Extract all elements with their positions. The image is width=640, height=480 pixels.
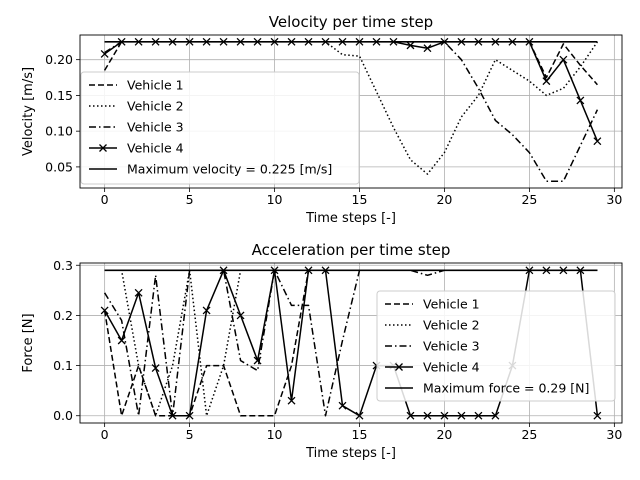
legend-label: Vehicle 2 (127, 99, 184, 114)
acceleration-chart: 0 5 10 15 20 25 30 0.0 0.1 0.2 0.3 Acceleration per… (21, 241, 623, 461)
x-tick-label: 0 (101, 192, 109, 207)
data-point-marker (593, 137, 602, 146)
data-point-marker (457, 411, 466, 420)
legend-marker (395, 363, 403, 371)
data-point-marker (542, 77, 551, 86)
legend-label: Maximum velocity = 0.225 [m/s] (127, 162, 332, 177)
legend-label: Vehicle 2 (423, 318, 480, 333)
x-tick-label: 5 (186, 192, 194, 207)
x-tick-label: 10 (267, 427, 283, 442)
x-tick-label: 30 (606, 192, 622, 207)
y-axis-label: Force [N] (21, 313, 36, 372)
data-point-marker (185, 411, 194, 420)
data-point-marker (117, 336, 126, 345)
y-tick-label: 0.0 (53, 408, 73, 423)
x-tick-label: 15 (352, 427, 368, 442)
x-axis-label: Time steps [-] (305, 446, 396, 461)
legend: Vehicle 1 Vehicle 2 Vehicle 3 Vehicle 4 Maxi… (376, 290, 616, 402)
y-tick-label: 0.3 (53, 258, 73, 273)
data-point-marker (236, 311, 245, 320)
data-point-marker (491, 411, 500, 420)
data-point-marker (100, 306, 109, 315)
legend-label: Vehicle 3 (127, 120, 184, 135)
legend-label: Vehicle 4 (423, 360, 480, 375)
x-tick-label: 25 (521, 427, 537, 442)
x-tick-label: 10 (267, 192, 283, 207)
legend-label: Vehicle 3 (423, 339, 480, 354)
data-point-marker (253, 356, 262, 365)
velocity-chart: 0 5 10 15 20 25 30 0.05 0.10 0.15 0.20 Velocity per… (21, 13, 623, 226)
data-point-marker (406, 411, 415, 420)
x-tick-label: 30 (606, 427, 622, 442)
data-point-marker (287, 396, 296, 405)
data-point-marker (151, 364, 160, 373)
x-tick-label: 25 (521, 192, 537, 207)
plot-frame (79, 34, 623, 189)
data-point-marker (168, 411, 177, 420)
legend-label: Vehicle 1 (127, 78, 184, 93)
series-line (104, 269, 598, 417)
y-tick-label: 0.2 (53, 308, 73, 323)
y-tick-label: 0.20 (45, 52, 73, 67)
data-point-marker (423, 44, 432, 53)
data-point-marker (474, 411, 483, 420)
legend: Vehicle 1 Vehicle 2 Vehicle 3 Vehicle 4 Maxi… (80, 71, 360, 185)
y-axis-label: Velocity [m/s] (21, 67, 36, 156)
data-point-marker (355, 411, 364, 420)
data-point-marker (338, 401, 347, 410)
y-tick-label: 0.15 (45, 88, 73, 103)
legend-box (80, 71, 360, 185)
legend-label: Vehicle 4 (127, 141, 184, 156)
legend-box (376, 290, 616, 402)
x-tick-label: 0 (101, 427, 109, 442)
chart-title: Velocity per time step (269, 13, 433, 31)
x-axis-label: Time steps [-] (305, 211, 396, 226)
data-point-marker (593, 411, 602, 420)
legend-label: Vehicle 1 (423, 297, 480, 312)
legend-marker (99, 144, 107, 152)
legend-label: Maximum force = 0.29 [N] (423, 381, 589, 396)
y-tick-label: 0.10 (45, 124, 73, 139)
x-tick-label: 15 (352, 192, 368, 207)
y-tick-label: 0.05 (45, 159, 73, 174)
data-point-marker (559, 55, 568, 64)
y-tick-label: 0.1 (53, 358, 73, 373)
plot-frame (79, 262, 623, 424)
chart-title: Acceleration per time step (252, 241, 451, 259)
data-point-marker (440, 411, 449, 420)
data-point-marker (406, 41, 415, 50)
data-point-marker (423, 411, 432, 420)
data-point-marker (576, 96, 585, 105)
x-tick-label: 20 (436, 427, 452, 442)
data-point-marker (134, 288, 143, 297)
x-tick-label: 5 (186, 427, 194, 442)
data-point-marker (202, 306, 211, 315)
x-tick-label: 20 (436, 192, 452, 207)
data-point-marker (100, 49, 109, 58)
